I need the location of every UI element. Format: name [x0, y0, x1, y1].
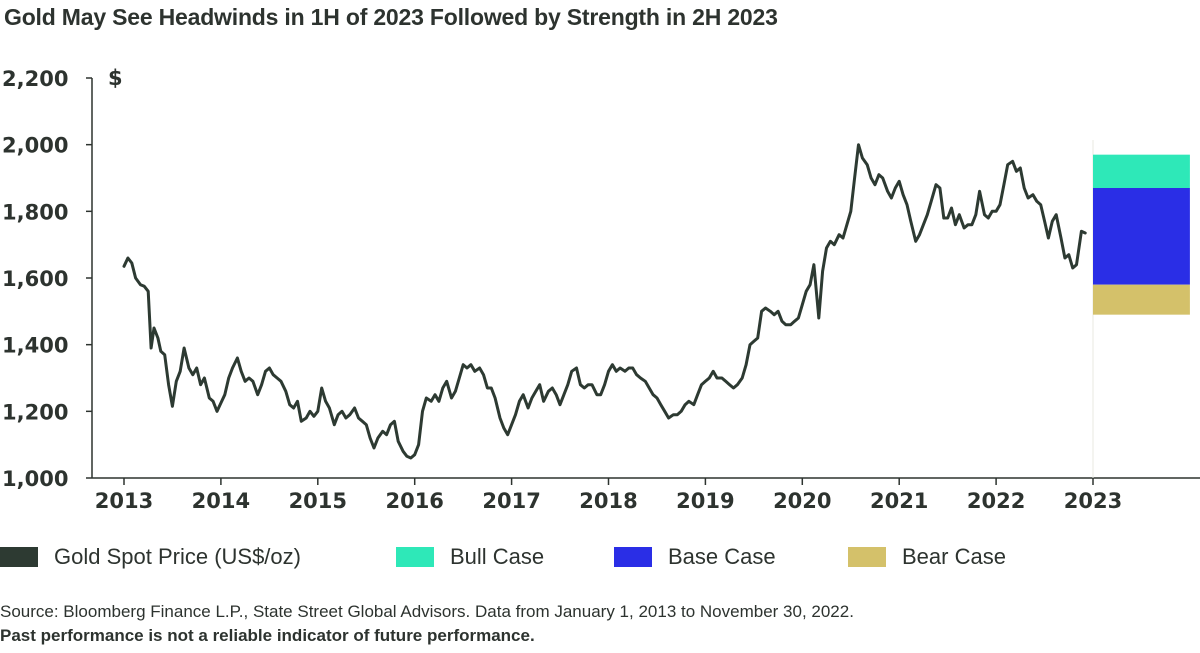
legend-label-base-case: Base Case — [668, 544, 776, 569]
y-tick-label: 1,800 — [2, 200, 68, 224]
legend-label-bear-case: Bear Case — [902, 544, 1006, 569]
range-bar-bull-case — [1093, 154, 1190, 188]
x-axis-ticks: 2013 2014 2015 2016 2017 2018 2019 2020 2021 2022… — [95, 478, 1122, 513]
y-tick-label: 2,000 — [2, 134, 68, 158]
x-tick-label: 2018 — [579, 489, 637, 513]
x-tick-label: 2017 — [482, 489, 540, 513]
y-tick-label: 1,400 — [2, 334, 68, 358]
chart-title: Gold May See Headwinds in 1H of 2023 Fol… — [4, 4, 778, 30]
legend-swatch-gold-spot — [0, 547, 38, 567]
x-tick-label: 2023 — [1064, 489, 1122, 513]
y-tick-label: 2,200 — [2, 67, 68, 91]
legend-item-bear-case: Bear Case — [848, 544, 1006, 570]
x-tick-label: 2016 — [385, 489, 443, 513]
legend-item-bull-case: Bull Case — [396, 544, 544, 570]
y-tick-label: 1,200 — [2, 400, 68, 424]
legend-item-base-case: Base Case — [614, 544, 776, 570]
disclaimer-note: Past performance is not a reliable indic… — [0, 626, 535, 645]
legend-label-bull-case: Bull Case — [450, 544, 545, 569]
gold-price-series — [122, 143, 1087, 460]
range-bar-bear-case — [1093, 284, 1190, 315]
x-tick-label: 2022 — [967, 489, 1025, 513]
gold-price-chart: 1,000 1,200 1,400 1,600 1,800 2,000 2,200 2013… — [2, 66, 1200, 513]
x-tick-label: 2014 — [192, 489, 250, 513]
legend: Gold Spot Price (US$/oz) Bull Case Base … — [0, 544, 1200, 570]
x-tick-label: 2020 — [773, 489, 831, 513]
forecast-ranges — [1093, 154, 1190, 315]
gold-spot-price-line — [122, 143, 1087, 460]
y-axis-ticks: 1,000 1,200 1,400 1,600 1,800 2,000 2,200 — [2, 67, 92, 491]
axes — [91, 78, 1200, 479]
y-tick-label: 1,000 — [2, 467, 68, 491]
legend-label-gold-spot: Gold Spot Price (US$/oz) — [54, 544, 301, 569]
x-tick-label: 2021 — [870, 489, 928, 513]
legend-swatch-base-case — [614, 547, 652, 567]
x-tick-label: 2015 — [289, 489, 347, 513]
legend-swatch-bull-case — [396, 547, 434, 567]
x-tick-label: 2013 — [95, 489, 153, 513]
legend-swatch-bear-case — [848, 547, 886, 567]
y-axis-unit-label: $ — [108, 66, 123, 90]
legend-item-gold-spot: Gold Spot Price (US$/oz) — [0, 544, 301, 570]
range-bar-base-case — [1093, 188, 1190, 285]
x-tick-label: 2019 — [676, 489, 734, 513]
y-tick-label: 1,600 — [2, 267, 68, 291]
source-note: Source: Bloomberg Finance L.P., State St… — [0, 602, 854, 621]
